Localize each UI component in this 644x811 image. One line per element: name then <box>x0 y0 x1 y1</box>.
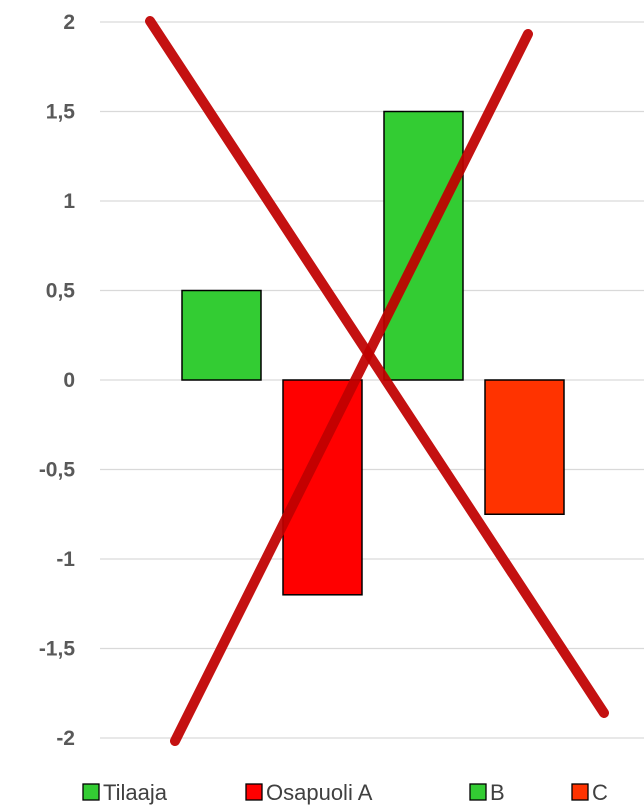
y-tick-label: 0 <box>63 369 75 392</box>
y-tick-label: 1 <box>63 190 75 213</box>
legend-label: B <box>490 780 505 805</box>
cross-out-annotation <box>145 16 609 746</box>
legend-label: C <box>592 780 608 805</box>
legend-label: Osapuoli A <box>266 780 373 805</box>
y-tick-label: 2 <box>63 11 75 34</box>
cross-line-down <box>145 16 609 718</box>
y-axis-tick-labels: 2 1,5 1 0,5 0 -0,5 -1 -1,5 -2 <box>39 11 76 750</box>
legend-label: Tilaaja <box>103 780 168 805</box>
bar-osapuoli-a <box>282 379 363 596</box>
y-tick-label: 0,5 <box>46 280 76 303</box>
y-tick-label: -1,5 <box>39 638 76 661</box>
y-tick-label: -0,5 <box>39 459 76 482</box>
legend-swatch <box>469 783 487 801</box>
legend: Tilaaja Osapuoli A B C <box>82 780 608 805</box>
y-tick-label: 1,5 <box>46 101 76 124</box>
legend-swatch <box>82 783 100 801</box>
legend-swatch <box>245 783 263 801</box>
bar-tilaaja <box>181 289 262 381</box>
legend-swatch <box>571 783 589 801</box>
bar-c <box>484 379 565 515</box>
cross-line-up <box>170 29 533 746</box>
y-tick-label: -2 <box>56 727 75 750</box>
y-tick-label: -1 <box>56 548 75 571</box>
